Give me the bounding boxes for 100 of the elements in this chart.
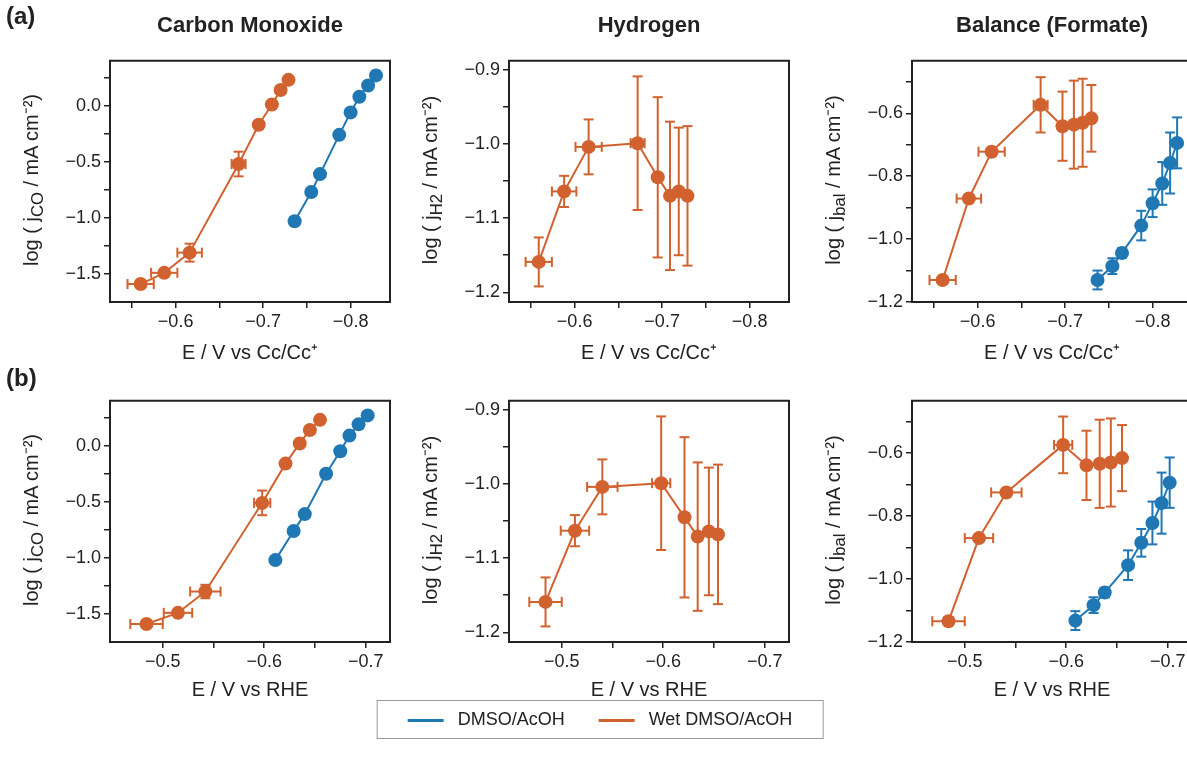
point — [304, 185, 319, 200]
point — [531, 254, 546, 269]
x-axis-title: E / V vs Cc/Cc⁺ — [181, 340, 319, 365]
point — [1079, 458, 1094, 473]
y-tick-label: −0.5 — [65, 150, 101, 171]
y-tick-label: −1.1 — [464, 207, 500, 228]
x-tick-label: −0.6 — [645, 650, 681, 671]
point — [680, 188, 695, 203]
point — [133, 277, 148, 292]
point — [1068, 613, 1083, 628]
x-axis-title: E / V vs Cc/Cc⁺ — [580, 340, 718, 365]
x-tick-label: −0.5 — [543, 650, 580, 671]
point — [278, 456, 293, 471]
point — [264, 97, 279, 112]
point — [1121, 558, 1136, 573]
point — [273, 82, 288, 97]
point — [170, 605, 185, 620]
x-tick-label: −0.7 — [347, 650, 384, 671]
legend-label: Wet DMSO/AcOH — [648, 709, 793, 729]
point — [1145, 515, 1160, 530]
y-tick-label: −1.0 — [65, 206, 101, 227]
point — [333, 444, 348, 459]
point — [999, 485, 1014, 500]
point — [935, 272, 950, 287]
point — [961, 191, 976, 206]
point — [1170, 135, 1185, 150]
point — [313, 167, 327, 182]
point — [157, 265, 172, 280]
point — [360, 408, 375, 423]
x-tick-label: −0.6 — [1048, 650, 1084, 671]
point — [1103, 455, 1118, 470]
x-tick-label: −0.6 — [246, 650, 282, 671]
x-tick-label: −0.5 — [144, 650, 181, 671]
y-tick-label: −1.0 — [464, 132, 500, 153]
x-tick-label: −0.7 — [245, 310, 281, 331]
chart-title: Hydrogen — [596, 12, 702, 38]
y-tick-label: −1.0 — [464, 472, 500, 493]
y-tick-label: −0.6 — [867, 442, 903, 463]
point — [297, 507, 312, 522]
point — [1145, 196, 1160, 211]
y-tick-label: −1.0 — [867, 228, 903, 249]
x-tick-label: −0.6 — [959, 310, 996, 331]
point — [677, 510, 692, 525]
x-tick-label: −0.7 — [746, 650, 783, 671]
chart-title: Balance (Formate) — [955, 12, 1149, 38]
point — [538, 594, 553, 609]
y-tick-label: −0.8 — [867, 165, 903, 186]
point — [1163, 156, 1178, 170]
y-tick-label: 0.0 — [75, 94, 101, 115]
point — [650, 170, 665, 185]
point — [139, 617, 154, 632]
point — [595, 479, 610, 494]
point — [710, 527, 725, 542]
point — [361, 78, 376, 93]
x-tick-label: −0.8 — [731, 310, 768, 331]
y-tick-label: −1.2 — [464, 281, 500, 302]
point — [1134, 535, 1149, 550]
point — [1084, 111, 1099, 126]
x-tick-label: −0.7 — [644, 310, 680, 331]
point — [286, 523, 301, 538]
x-axis-title: E / V vs Cc/Cc⁺ — [983, 340, 1121, 365]
y-tick-label: −1.2 — [464, 621, 500, 642]
x-tick-label: −0.7 — [1047, 310, 1083, 331]
point — [369, 68, 383, 83]
x-tick-label: −0.6 — [556, 310, 593, 331]
y-tick-label: 0.0 — [75, 434, 101, 455]
y-tick-label: −0.6 — [867, 102, 903, 123]
point — [1115, 451, 1129, 466]
point — [1134, 218, 1149, 233]
y-tick-label: −1.2 — [867, 290, 903, 311]
point — [342, 428, 357, 443]
point — [302, 422, 317, 437]
point — [690, 529, 705, 544]
x-axis-title: E / V vs RHE — [589, 678, 709, 701]
y-tick-label: −0.9 — [464, 398, 500, 419]
point — [268, 553, 283, 568]
y-tick-label: −0.5 — [65, 490, 101, 511]
point — [1090, 272, 1105, 287]
y-tick-label: −1.1 — [464, 547, 500, 568]
point — [352, 89, 367, 104]
y-tick-label: −1.5 — [65, 602, 101, 623]
point — [287, 214, 302, 229]
point — [557, 184, 572, 199]
point — [984, 144, 999, 159]
point — [971, 531, 986, 546]
point — [567, 523, 582, 538]
x-axis-title: E / V vs RHE — [190, 678, 310, 701]
x-tick-label: −0.8 — [332, 310, 369, 331]
x-axis-title: E / V vs RHE — [992, 678, 1112, 701]
point — [343, 105, 358, 120]
y-tick-label: −1.5 — [65, 262, 101, 283]
point — [1155, 176, 1170, 191]
legend-label: DMSO/AcOH — [457, 709, 565, 729]
y-tick-label: −1.0 — [867, 567, 903, 588]
point — [251, 117, 266, 132]
x-tick-label: −0.7 — [1149, 650, 1186, 671]
y-tick-label: −0.9 — [464, 58, 500, 79]
point — [351, 417, 366, 432]
x-tick-label: −0.6 — [157, 310, 194, 331]
point — [313, 412, 327, 427]
